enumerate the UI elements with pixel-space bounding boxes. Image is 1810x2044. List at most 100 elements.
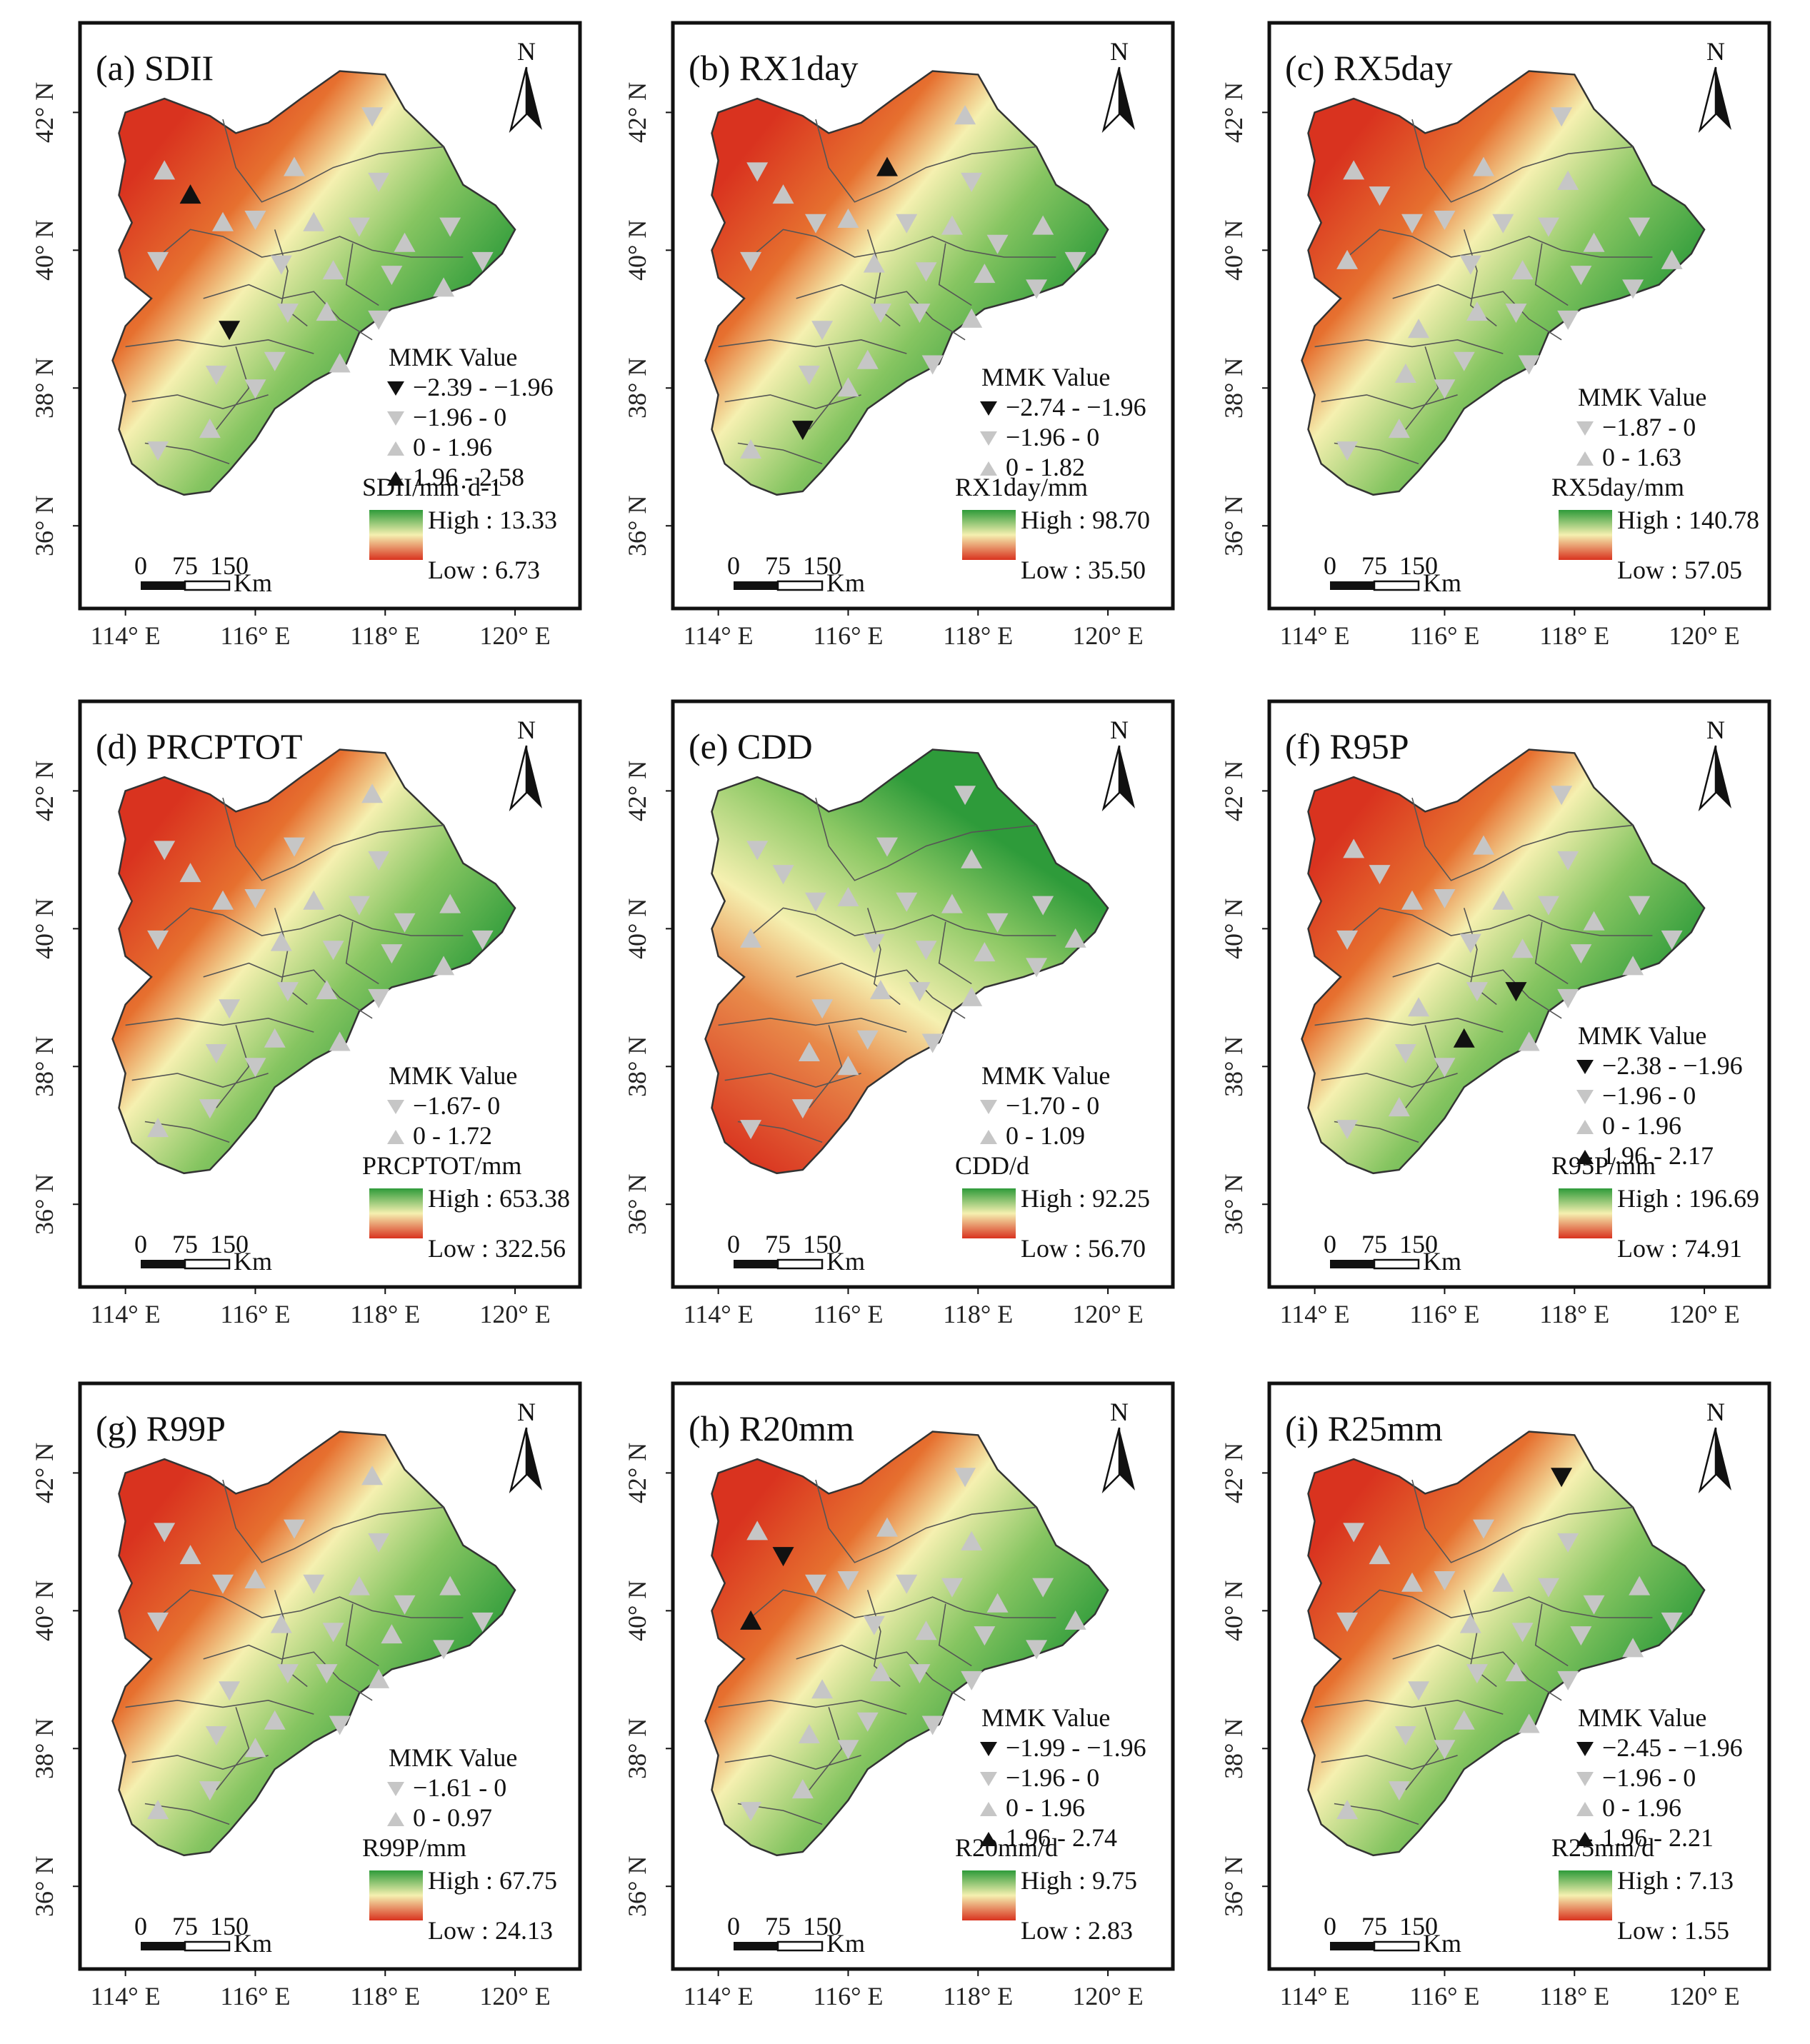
station-marker <box>205 1044 227 1063</box>
station-marker <box>811 1679 834 1699</box>
x-tick-label: 120° E <box>1669 1300 1739 1328</box>
station-marker <box>219 999 241 1019</box>
station-marker <box>961 1670 983 1690</box>
y-tick-label: 40° N <box>1219 1580 1248 1641</box>
station-marker <box>1622 956 1644 976</box>
station-marker <box>1026 1640 1048 1660</box>
scale-number: 75 <box>1361 1230 1387 1258</box>
y-tick-label: 40° N <box>30 898 59 959</box>
y-tick-label: 42° N <box>623 82 651 143</box>
x-tick-label: 116° E <box>220 1982 290 2010</box>
mmk-legend-range: −2.45 - −1.96 <box>1602 1733 1743 1762</box>
station-marker <box>1518 1713 1540 1733</box>
station-marker <box>1434 1570 1456 1590</box>
station-marker <box>837 377 859 397</box>
admin-border <box>1405 1025 1439 1108</box>
admin-border <box>796 284 966 341</box>
station-marker <box>856 1030 879 1050</box>
station-marker <box>791 421 814 441</box>
station-marker <box>322 1623 344 1643</box>
y-tick-label: 42° N <box>1219 761 1248 821</box>
scale-number: 0 <box>1324 1230 1336 1258</box>
mmk-legend-symbol <box>1576 1120 1594 1134</box>
station-marker <box>909 982 931 1002</box>
scale-number: 0 <box>134 1912 147 1940</box>
value-legend-title: PRCPTOT/mm <box>362 1151 521 1180</box>
station-marker <box>219 321 241 341</box>
region-polygon <box>111 1431 516 1857</box>
station-marker <box>740 928 762 948</box>
station-marker <box>264 1710 286 1730</box>
station-marker <box>1557 851 1579 871</box>
mmk-legend-range: 0 - 1.63 <box>1602 443 1681 471</box>
value-legend-title: RX5day/mm <box>1551 473 1684 501</box>
value-legend-ramp <box>1559 1870 1612 1920</box>
station-marker <box>896 214 918 234</box>
y-tick-label: 42° N <box>1219 82 1248 143</box>
station-marker <box>1459 933 1481 953</box>
station-marker <box>961 986 983 1006</box>
y-tick-label: 36° N <box>30 1856 59 1917</box>
mmk-legend-range: −1.96 - 0 <box>1602 1081 1696 1110</box>
station-marker <box>954 105 976 125</box>
mmk-legend-range: 0 - 1.96 <box>1602 1793 1681 1822</box>
y-tick-label: 40° N <box>1219 898 1248 959</box>
station-marker <box>740 1610 762 1630</box>
x-tick-label: 114° E <box>91 1982 161 2010</box>
admin-border <box>809 1025 843 1108</box>
admin-border <box>216 1707 250 1790</box>
station-marker <box>439 1575 461 1595</box>
x-tick-label: 116° E <box>813 1300 883 1328</box>
mmk-legend-symbol <box>387 1100 404 1114</box>
station-marker <box>381 1624 403 1644</box>
station-marker <box>746 162 769 182</box>
station-marker <box>909 304 931 324</box>
station-marker <box>1551 1468 1573 1488</box>
station-marker <box>791 1099 814 1119</box>
mmk-legend-range: 0 - 1.72 <box>413 1121 492 1150</box>
station-marker <box>147 930 169 950</box>
mmk-legend-range: −1.67- 0 <box>413 1091 500 1120</box>
x-tick-label: 118° E <box>1539 1300 1609 1328</box>
value-legend-title: SDII/mm·d-1 <box>362 473 502 501</box>
mmk-legend-symbol <box>1576 1060 1594 1074</box>
station-marker <box>1570 1626 1592 1646</box>
station-marker <box>746 841 769 861</box>
scale-number: 150 <box>1399 1230 1438 1258</box>
station-marker <box>276 304 299 324</box>
scale-number: 150 <box>803 1230 841 1258</box>
station-marker <box>863 1615 885 1635</box>
station-marker <box>303 1574 325 1594</box>
station-marker <box>1453 1710 1475 1730</box>
mmk-legend-symbol <box>1576 1742 1594 1756</box>
y-tick-label: 36° N <box>623 1856 651 1917</box>
admin-border <box>815 119 1037 203</box>
north-label: N <box>1706 716 1725 744</box>
station-marker <box>1434 888 1456 908</box>
mmk-legend-title: MMK Value <box>1578 1021 1706 1050</box>
scale-bar-light <box>776 580 824 591</box>
station-marker <box>1537 217 1559 237</box>
station-marker <box>1026 958 1048 978</box>
station-marker <box>1661 249 1683 269</box>
value-legend-title: R25mm/d <box>1551 1833 1654 1862</box>
mmk-legend-range: −1.61 - 0 <box>413 1773 506 1802</box>
station-marker <box>1629 896 1651 916</box>
admin-border <box>1411 119 1634 203</box>
admin-border <box>222 119 444 203</box>
station-marker <box>394 232 416 252</box>
station-marker <box>1336 1120 1359 1140</box>
y-tick-label: 42° N <box>30 1443 59 1503</box>
y-tick-label: 36° N <box>1219 496 1248 556</box>
station-marker <box>876 1517 898 1537</box>
x-tick-label: 116° E <box>1409 1300 1479 1328</box>
station-marker <box>329 1715 351 1735</box>
north-arrow-icon-half <box>526 1428 542 1491</box>
station-marker <box>433 277 455 297</box>
station-marker <box>368 851 390 871</box>
admin-border <box>203 1644 373 1701</box>
map-panel-4: 114° E 116° E 118° E 120° E 42° N 40° N 38° N 3… <box>30 699 582 1328</box>
station-marker <box>941 893 963 913</box>
station-marker <box>1511 938 1534 958</box>
station-marker <box>1336 930 1359 950</box>
